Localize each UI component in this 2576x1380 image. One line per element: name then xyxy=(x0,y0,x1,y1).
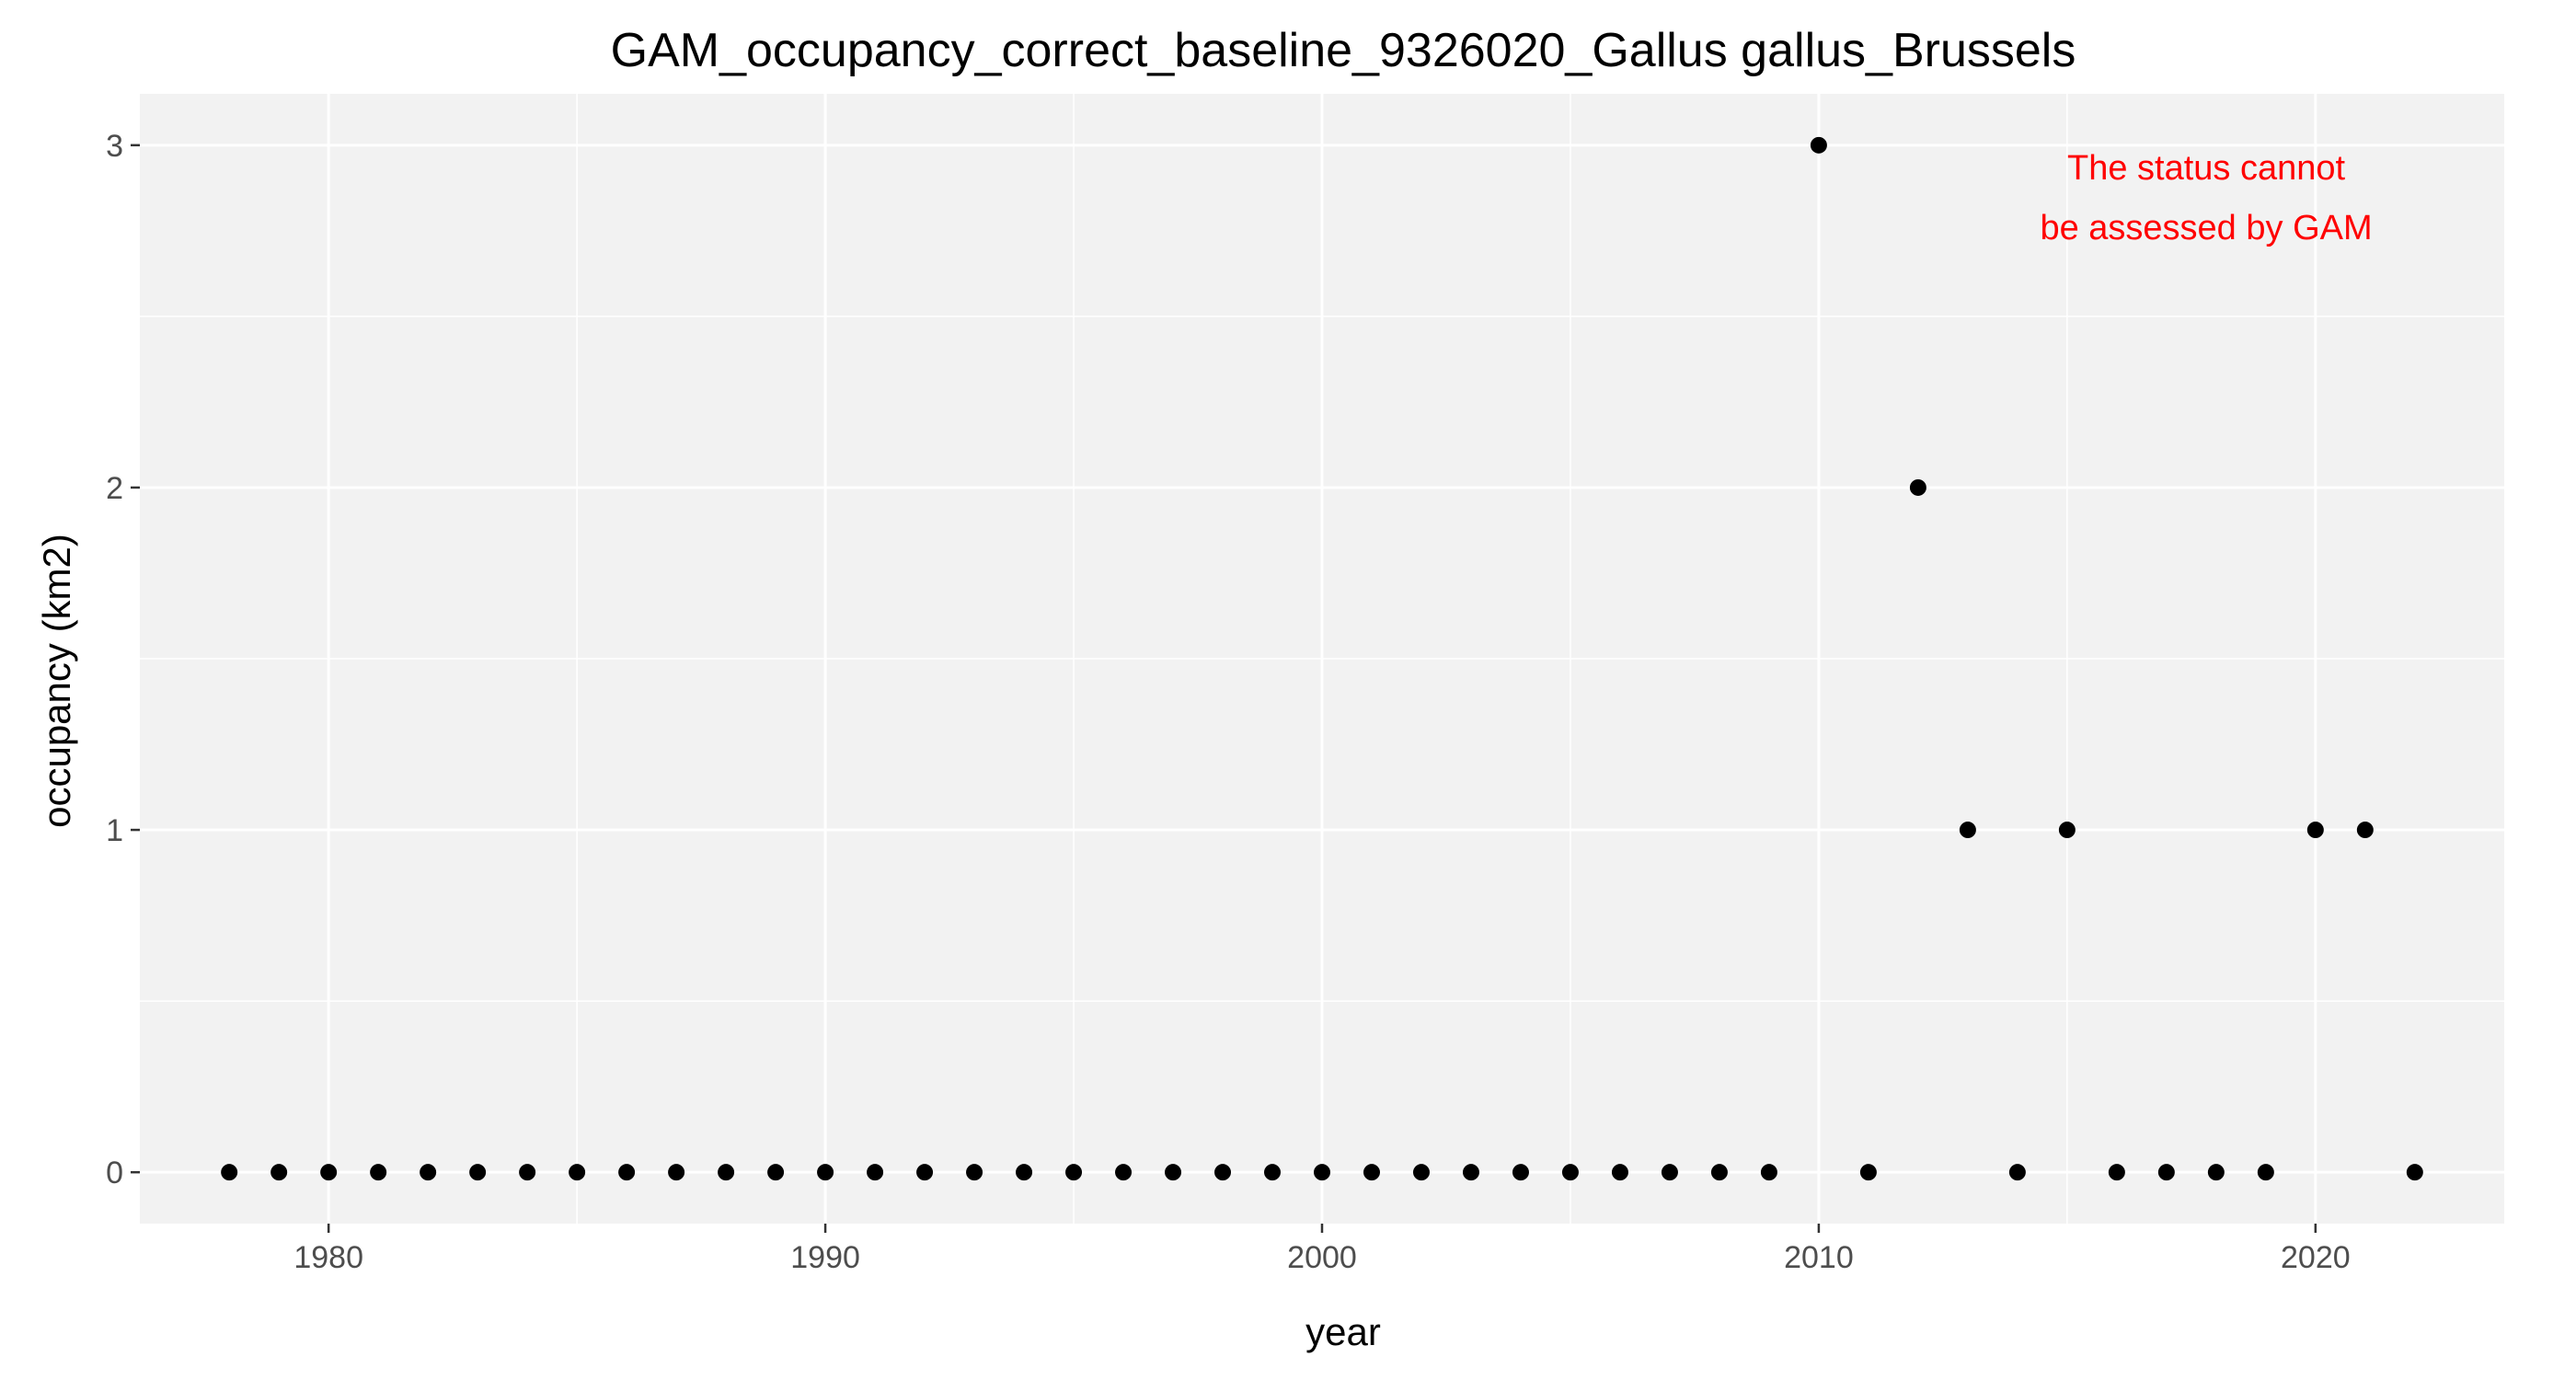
y-tick-label: 1 xyxy=(106,813,123,848)
data-point xyxy=(1412,1164,1430,1181)
annotation-line-1: The status cannot xyxy=(2067,149,2346,188)
y-tick-label: 3 xyxy=(106,129,123,164)
annotation-line-2: be assessed by GAM xyxy=(2040,209,2372,247)
y-tick-label: 0 xyxy=(106,1156,123,1190)
data-point xyxy=(2356,822,2374,839)
data-point xyxy=(270,1164,288,1181)
data-point xyxy=(966,1164,983,1181)
x-axis: 1980 1990 2000 2010 2020 xyxy=(293,1224,2351,1275)
x-tick-label: 2010 xyxy=(1784,1240,1854,1275)
data-point xyxy=(1810,136,1827,154)
data-point xyxy=(320,1164,338,1181)
major-gridlines xyxy=(140,94,2504,1224)
x-tick-label: 2020 xyxy=(2281,1240,2351,1275)
data-point xyxy=(2257,1164,2274,1181)
data-point xyxy=(1611,1164,1628,1181)
data-point xyxy=(370,1164,387,1181)
data-point xyxy=(2108,1164,2125,1181)
y-axis-title: occupancy (km2) xyxy=(35,534,78,828)
data-point xyxy=(1859,1164,1877,1181)
data-point xyxy=(867,1164,884,1181)
data-point xyxy=(2157,1164,2175,1181)
y-tick-label: 2 xyxy=(106,471,123,506)
x-tick-label: 1990 xyxy=(790,1240,860,1275)
data-point xyxy=(1909,478,1926,496)
x-axis-title: year xyxy=(1305,1310,1381,1353)
y-axis: 0 1 2 3 xyxy=(106,129,140,1190)
data-point xyxy=(1710,1164,1728,1181)
data-point xyxy=(618,1164,636,1181)
data-point xyxy=(1462,1164,1479,1181)
data-point xyxy=(2406,1164,2423,1181)
data-point xyxy=(1016,1164,1033,1181)
data-point xyxy=(817,1164,834,1181)
data-point xyxy=(519,1164,536,1181)
x-tick-label: 1980 xyxy=(293,1240,363,1275)
data-point xyxy=(1661,1164,1678,1181)
data-point xyxy=(1959,822,1976,839)
data-point xyxy=(916,1164,934,1181)
data-point xyxy=(1214,1164,1232,1181)
data-point xyxy=(1115,1164,1133,1181)
data-point xyxy=(2207,1164,2225,1181)
data-point xyxy=(668,1164,685,1181)
data-points xyxy=(221,136,2423,1181)
data-point xyxy=(1363,1164,1380,1181)
x-tick-label: 2000 xyxy=(1287,1240,1357,1275)
data-point xyxy=(1314,1164,1330,1181)
data-point xyxy=(1264,1164,1282,1181)
data-point xyxy=(767,1164,785,1181)
data-point xyxy=(2058,822,2076,839)
data-point xyxy=(1760,1164,1777,1181)
data-point xyxy=(2306,822,2324,839)
data-point xyxy=(1561,1164,1579,1181)
data-point xyxy=(1165,1164,1182,1181)
data-point xyxy=(221,1164,238,1181)
data-point xyxy=(420,1164,437,1181)
data-point xyxy=(469,1164,487,1181)
data-point xyxy=(569,1164,586,1181)
data-point xyxy=(1512,1164,1529,1181)
data-point xyxy=(2008,1164,2026,1181)
data-point xyxy=(718,1164,735,1181)
chart-title: GAM_occupancy_correct_baseline_9326020_G… xyxy=(611,24,2076,77)
data-point xyxy=(1065,1164,1083,1181)
